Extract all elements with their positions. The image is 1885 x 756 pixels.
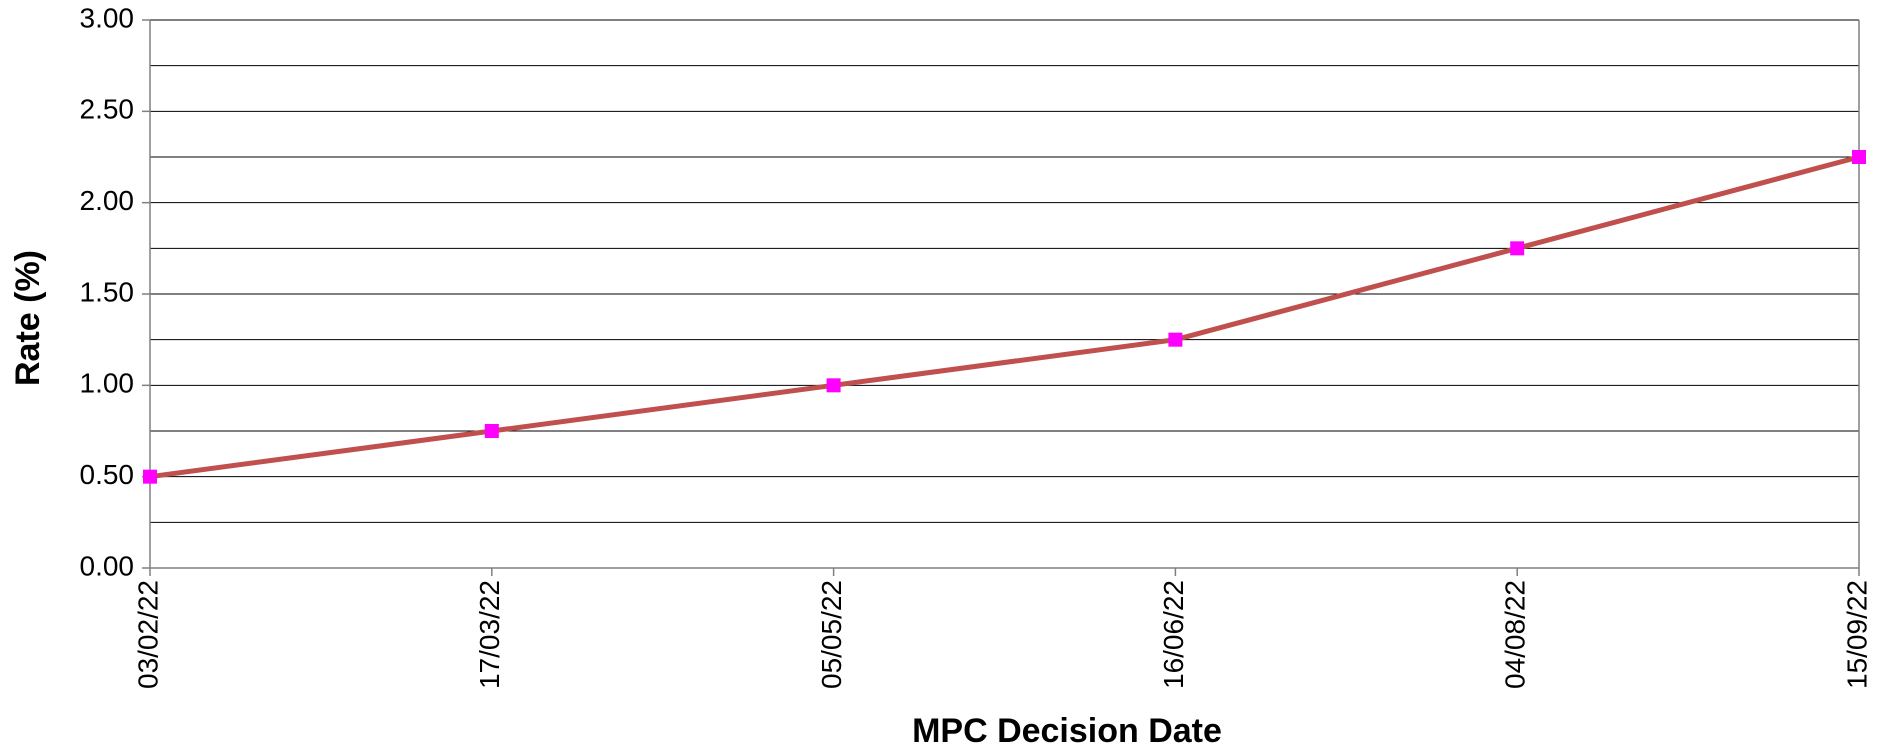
x-axis-title: MPC Decision Date <box>912 712 1222 750</box>
x-tick-label: 16/06/22 <box>1158 580 1189 689</box>
y-tick-label: 2.00 <box>80 185 135 216</box>
x-tick-label: 17/03/22 <box>474 580 505 689</box>
line-series <box>149 154 1860 480</box>
data-point <box>484 424 499 438</box>
y-tick-label: 0.00 <box>80 550 135 581</box>
y-tick-label: 1.50 <box>80 276 135 307</box>
y-tick-label: 0.50 <box>80 459 135 490</box>
data-point <box>1852 150 1866 164</box>
data-point <box>143 469 157 484</box>
y-tick-label: 2.50 <box>80 94 135 125</box>
data-point <box>1168 332 1183 347</box>
y-tick-label: 1.00 <box>80 368 135 399</box>
x-tick-label: 15/09/22 <box>1841 580 1872 689</box>
data-point <box>1510 241 1525 256</box>
x-tick-label: 05/05/22 <box>816 580 847 689</box>
x-tick-label: 04/08/22 <box>1500 580 1531 689</box>
x-tick-label: 03/02/22 <box>132 580 163 689</box>
y-tick-label: 3.00 <box>80 2 135 33</box>
y-axis-title: Rate (%) <box>9 250 47 386</box>
data-point <box>826 378 841 393</box>
